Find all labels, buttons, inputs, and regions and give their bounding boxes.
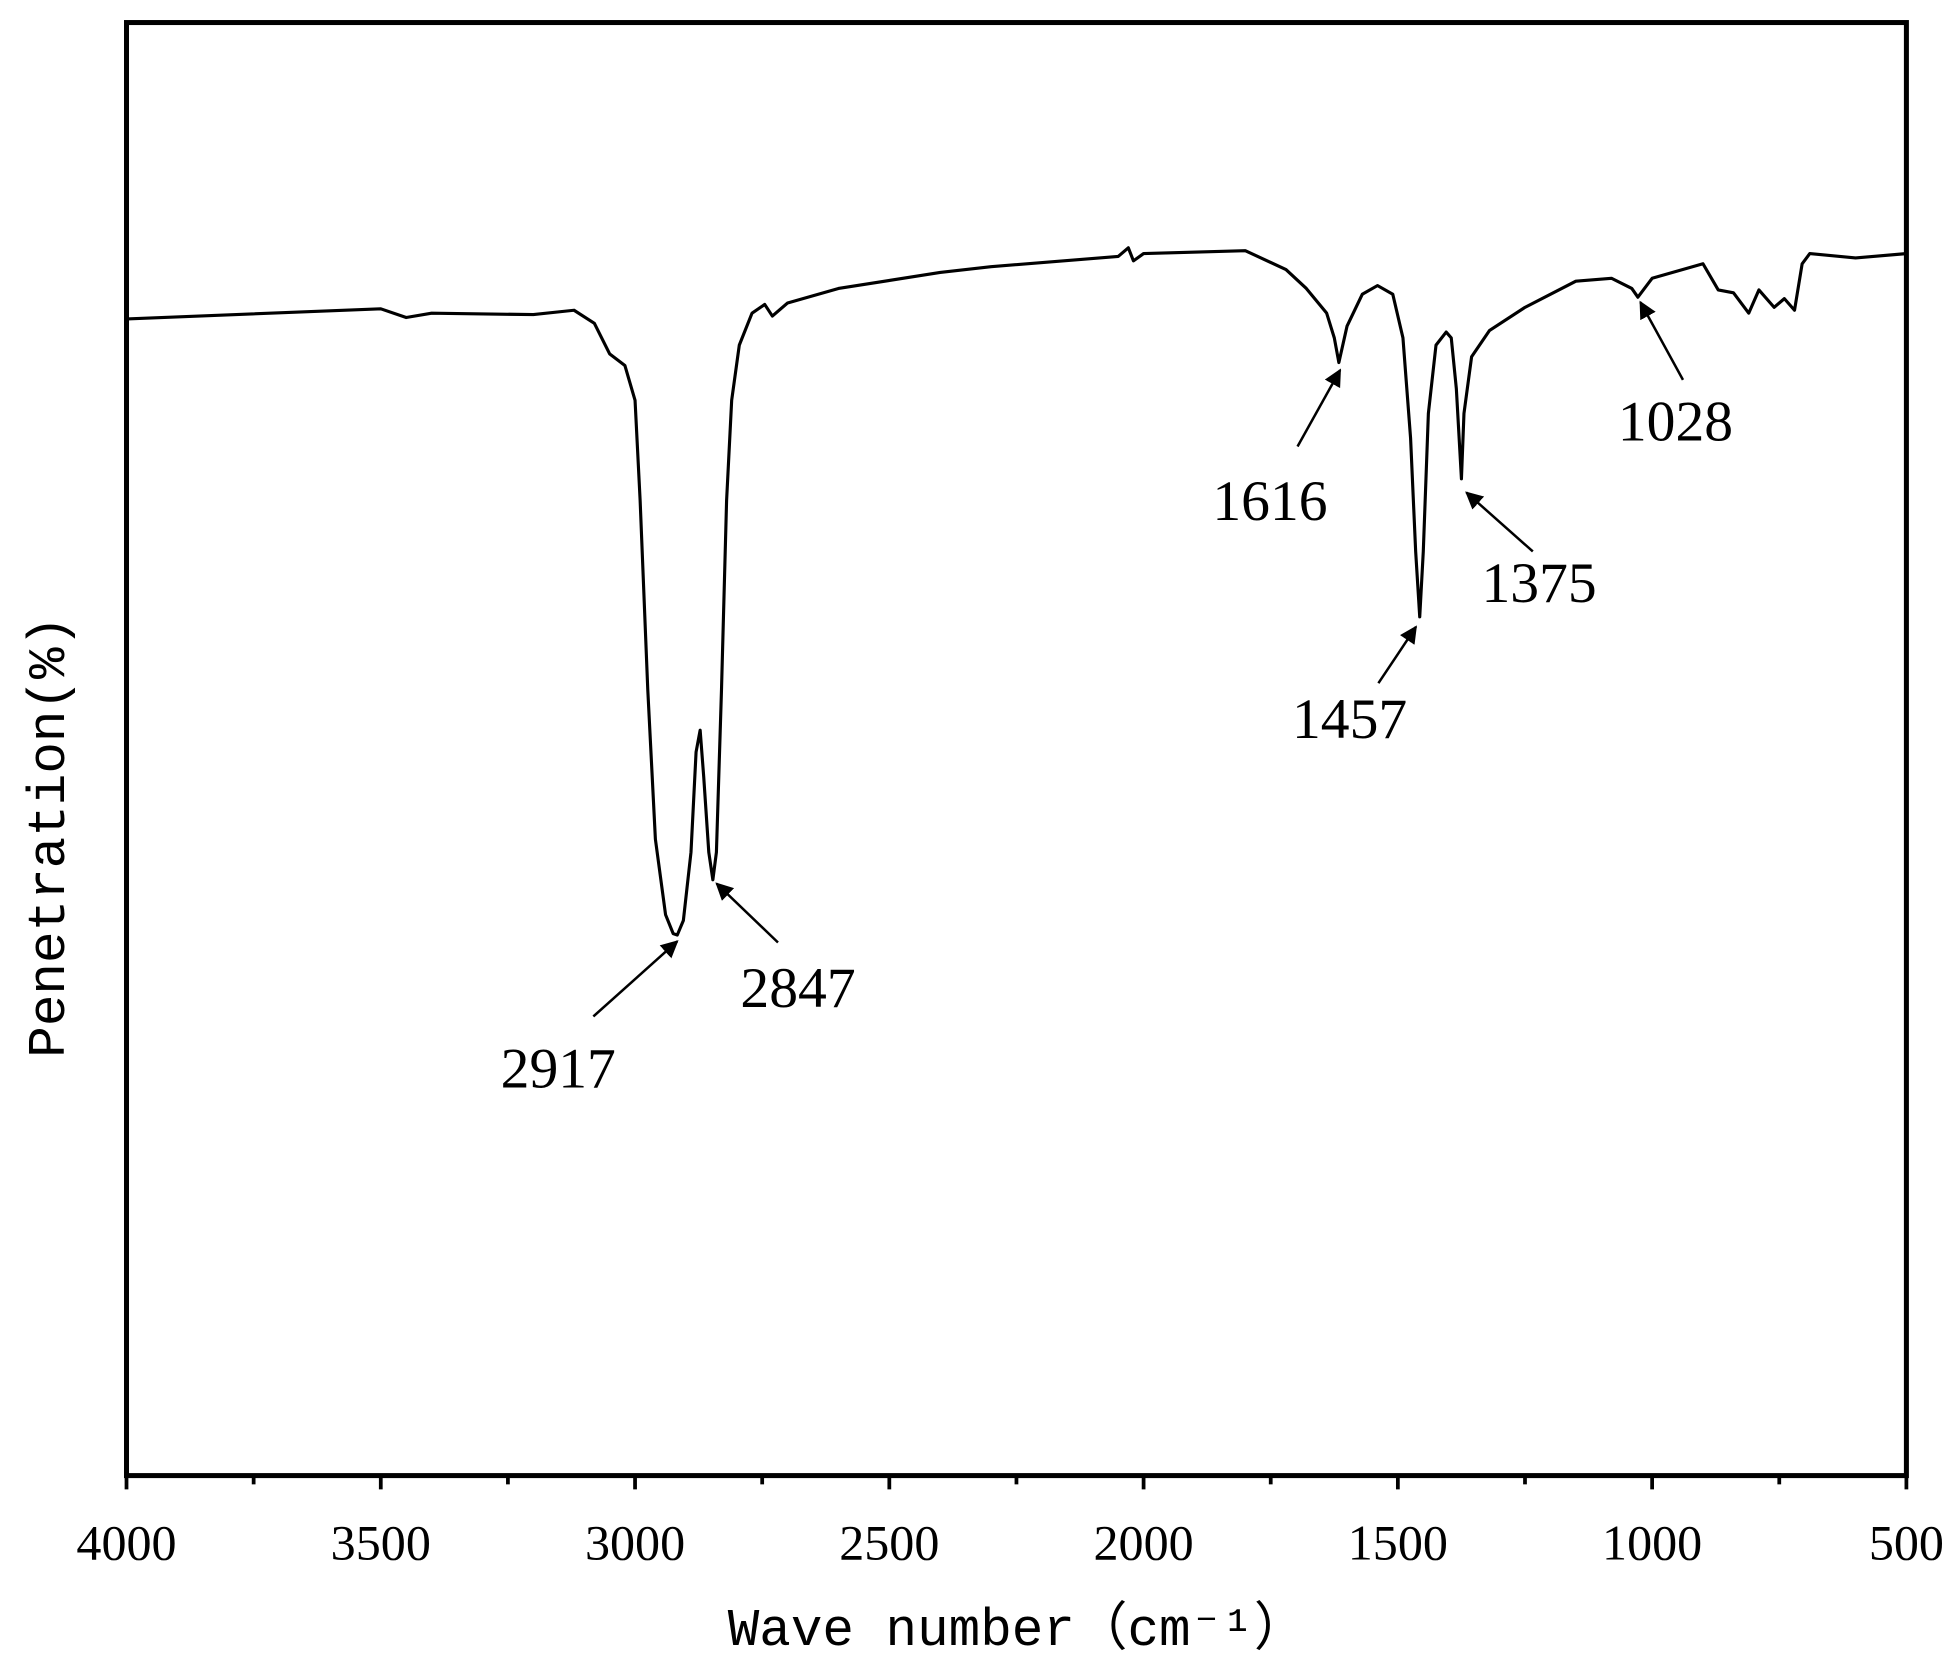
annotation-label: 1457 [1292,688,1407,751]
x-tick-label: 3500 [331,1515,431,1571]
spectrum-line [126,246,1907,937]
annotation-label: 1028 [1618,391,1733,454]
annotation-label: 2847 [740,957,855,1020]
annotation-arrow [592,940,679,1018]
annotation-arrow [1639,300,1685,381]
x-axis-label: Wave number（cm⁻¹） [728,1600,1307,1661]
annotation-label: 1375 [1481,552,1596,615]
annotation-label: 2917 [501,1037,616,1100]
annotation-arrow [1377,625,1418,684]
x-tick-label: 500 [1869,1515,1944,1571]
annotation-arrow [1465,491,1534,553]
x-tick-label: 4000 [76,1515,176,1571]
annotation-label: 1616 [1212,470,1327,533]
x-tick-label: 2000 [1093,1515,1193,1571]
x-tick-label: 3000 [585,1515,685,1571]
y-axis-label: Penetration(%) [20,616,80,1058]
x-tick-label: 2500 [839,1515,939,1571]
annotation-arrow [1296,368,1342,448]
x-tick-label: 1500 [1348,1515,1448,1571]
annotation-arrow [715,882,779,944]
plot-frame [124,20,1909,1479]
x-tick-label: 1000 [1602,1515,1702,1571]
